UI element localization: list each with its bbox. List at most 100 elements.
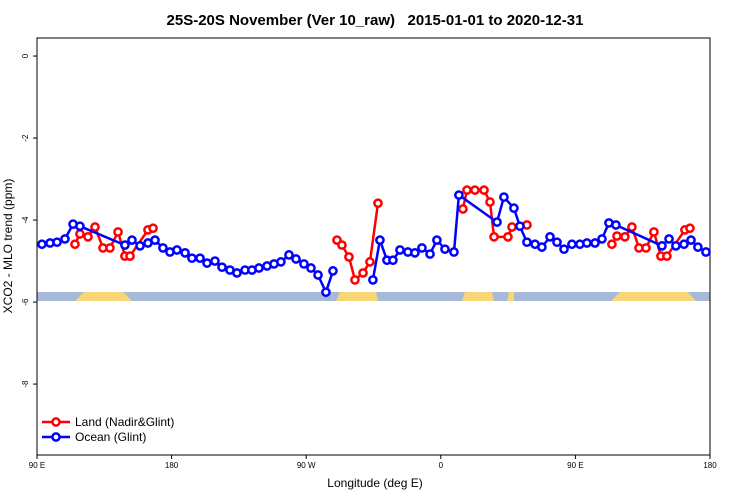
y-tick-label: 0 — [21, 53, 30, 58]
point — [180, 248, 190, 258]
point — [410, 248, 420, 258]
point — [693, 242, 703, 252]
point — [503, 232, 513, 242]
point — [440, 244, 450, 255]
point — [127, 235, 137, 245]
x-tick-label: 90 E — [567, 461, 583, 470]
point — [567, 239, 577, 250]
land-patch — [507, 292, 514, 301]
point — [620, 232, 630, 242]
point — [291, 254, 301, 264]
point — [545, 232, 555, 242]
series — [70, 185, 695, 285]
point — [210, 256, 220, 266]
point — [202, 258, 212, 268]
point — [125, 251, 135, 261]
x-tick-label: 90 W — [297, 461, 316, 470]
y-tick-label: -8 — [21, 380, 30, 388]
point — [313, 270, 323, 280]
point — [254, 263, 264, 273]
point — [515, 221, 525, 232]
point — [187, 253, 197, 264]
point — [611, 220, 621, 230]
y-axis-label: XCO2 - MLO trend (ppm) — [1, 179, 15, 314]
legend-label: Land (Nadir&Glint) — [75, 415, 174, 429]
point — [449, 247, 459, 257]
point — [612, 231, 622, 241]
point — [232, 268, 242, 278]
point — [284, 250, 294, 260]
y-tick-label: -4 — [21, 216, 30, 224]
point — [499, 192, 509, 202]
x-tick-label: 180 — [703, 461, 717, 470]
point — [458, 204, 468, 214]
point — [552, 237, 562, 248]
point — [597, 234, 607, 244]
point — [217, 262, 227, 273]
point — [276, 257, 286, 267]
series — [37, 190, 711, 298]
point — [388, 255, 398, 266]
x-axis-label: Longitude (deg E) — [327, 476, 422, 490]
chart-title: 25S-20S November (Ver 10_raw) 2015-01-01… — [167, 12, 584, 29]
point — [195, 253, 205, 264]
point — [172, 245, 182, 255]
land-patch — [336, 292, 378, 301]
x-tick-label: 90 E — [29, 461, 45, 470]
y-tick-label: -2 — [21, 134, 30, 142]
point — [105, 243, 115, 253]
point — [492, 217, 502, 227]
point — [509, 203, 519, 214]
legend-marker — [51, 432, 61, 442]
point — [328, 266, 338, 276]
point — [679, 239, 689, 250]
point — [135, 241, 145, 251]
legend-label: Ocean (Glint) — [75, 430, 146, 444]
point — [375, 235, 385, 245]
point — [479, 185, 489, 195]
point — [37, 239, 47, 250]
point — [664, 234, 674, 244]
point — [373, 198, 383, 209]
point — [321, 287, 331, 298]
point — [70, 239, 80, 250]
point — [75, 229, 85, 239]
point — [649, 227, 659, 237]
point — [657, 241, 667, 251]
point — [75, 221, 85, 232]
land-ocean-band — [37, 292, 710, 301]
point — [344, 252, 354, 262]
point — [607, 239, 617, 250]
point — [358, 268, 368, 278]
point — [462, 185, 472, 195]
point — [368, 275, 378, 285]
point — [417, 243, 427, 253]
point — [60, 234, 70, 244]
point — [432, 235, 442, 245]
point — [537, 242, 547, 252]
point — [522, 237, 532, 248]
land-patch — [611, 292, 696, 301]
point — [582, 238, 592, 248]
point — [454, 190, 464, 200]
plot-frame — [36, 37, 711, 456]
point — [365, 257, 375, 267]
point — [470, 185, 480, 195]
x-tick-label: 180 — [165, 461, 179, 470]
point — [299, 259, 309, 269]
point — [641, 243, 651, 253]
point — [686, 235, 696, 245]
point — [350, 275, 360, 285]
land-patch — [75, 292, 132, 301]
point — [701, 247, 711, 257]
point — [148, 223, 158, 234]
y-tick-label: -6 — [21, 298, 30, 306]
point — [83, 232, 93, 242]
point — [90, 222, 100, 232]
point — [150, 235, 160, 245]
point — [485, 197, 495, 207]
point — [671, 241, 681, 251]
point — [507, 222, 517, 232]
